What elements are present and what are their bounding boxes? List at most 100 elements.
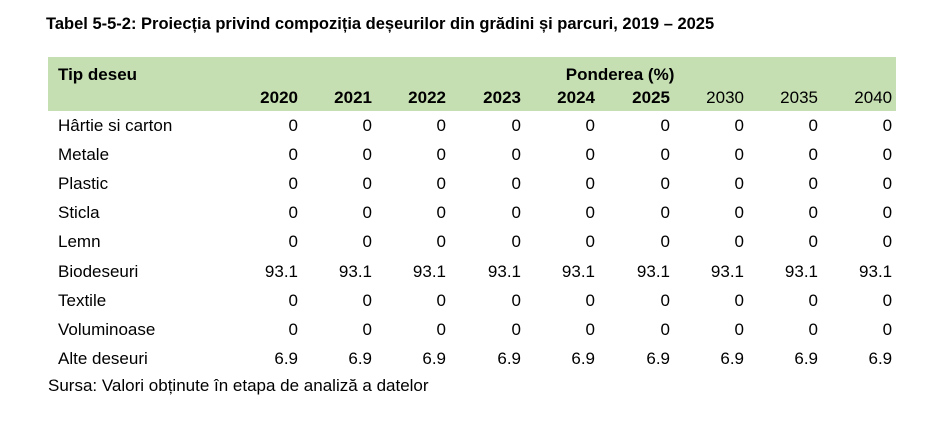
- table-cell: 0: [808, 319, 818, 339]
- table-cell: 6.9: [794, 349, 818, 369]
- table-cell: 0: [362, 290, 372, 310]
- table-cell: 0: [436, 290, 446, 310]
- year-header: 2040: [854, 88, 893, 107]
- table-row: Biodeseuri 93.1 93.1 93.1 93.1 93.1 93.1 93.1 93…: [48, 257, 896, 286]
- table-cell: 93.1: [338, 261, 372, 281]
- table-cell: 0: [734, 173, 744, 193]
- table-cell: 0: [511, 203, 521, 223]
- column-header-share: Ponderea (%): [565, 65, 675, 84]
- table-cell: 0: [734, 319, 744, 339]
- table-cell: 0: [734, 290, 744, 310]
- table-cell: 0: [660, 173, 670, 193]
- table-cell: 0: [660, 203, 670, 223]
- table-row: Metale 0 0 0 0 0 0 0 0 0: [48, 140, 896, 169]
- source-note: Sursa: Valori obținute în etapa de anali…: [48, 376, 429, 395]
- table-title: Tabel 5-5-2: Proiecția privind compoziți…: [46, 15, 715, 33]
- table-cell: 0: [660, 290, 670, 310]
- table-cell: 0: [288, 144, 298, 164]
- column-header-type: Tip deseu: [58, 65, 138, 84]
- table-cell: 0: [436, 144, 446, 164]
- year-header: 2035: [780, 88, 818, 107]
- table-cell: 0: [882, 290, 893, 310]
- table-cell: 0: [734, 232, 744, 252]
- table-cell: 0: [288, 173, 298, 193]
- table-cell: 0: [808, 173, 818, 193]
- table-cell: 0: [585, 319, 595, 339]
- table-cell: 93.1: [636, 261, 670, 281]
- row-label: Plastic: [58, 173, 109, 193]
- table-cell: 0: [362, 144, 372, 164]
- table-cell: 6.9: [868, 349, 893, 369]
- table-cell: 0: [436, 203, 446, 223]
- year-header: 2020: [260, 88, 298, 107]
- table-cell: 0: [288, 115, 298, 135]
- table-cell: 0: [585, 203, 595, 223]
- table-cell: 0: [511, 232, 521, 252]
- table-cell: 6.9: [274, 349, 298, 369]
- table-cell: 0: [808, 232, 818, 252]
- table-cell: 0: [511, 115, 521, 135]
- table-row: Textile 0 0 0 0 0 0 0 0 0: [48, 286, 896, 315]
- table-cell: 0: [511, 319, 521, 339]
- header-spacer: [48, 85, 224, 111]
- table-row: Plastic 0 0 0 0 0 0 0 0 0: [48, 169, 896, 198]
- table-cell: 93.1: [487, 261, 521, 281]
- table-cell: 0: [882, 203, 893, 223]
- year-header: 2022: [408, 88, 446, 107]
- row-label: Textile: [58, 290, 107, 310]
- table-cell: 0: [436, 173, 446, 193]
- table-cell: 0: [882, 232, 893, 252]
- table-row: Sticla 0 0 0 0 0 0 0 0 0: [48, 199, 896, 228]
- table-cell: 93.1: [784, 261, 818, 281]
- table-cell: 0: [660, 232, 670, 252]
- table-cell: 0: [585, 144, 595, 164]
- table-row: Lemn 0 0 0 0 0 0 0 0 0: [48, 228, 896, 257]
- table-cell: 93.1: [561, 261, 595, 281]
- table-cell: 0: [882, 144, 893, 164]
- year-header: 2024: [557, 88, 595, 107]
- year-header: 2021: [334, 88, 372, 107]
- table-cell: 0: [362, 115, 372, 135]
- year-header: 2023: [483, 88, 521, 107]
- table-cell: 0: [808, 115, 818, 135]
- row-label: Lemn: [58, 232, 101, 252]
- table-row: Hârtie si carton 0 0 0 0 0 0 0 0 0: [48, 111, 896, 140]
- table-cell: 0: [808, 144, 818, 164]
- table-row: Voluminoase 0 0 0 0 0 0 0 0 0: [48, 315, 896, 344]
- row-label: Voluminoase: [58, 319, 156, 339]
- table-cell: 0: [288, 319, 298, 339]
- table-cell: 0: [288, 232, 298, 252]
- table-cell: 0: [585, 232, 595, 252]
- row-label: Alte deseuri: [58, 349, 148, 369]
- header-row-top: Tip deseu Ponderea (%): [48, 57, 897, 85]
- waste-composition-table: Tip deseu Ponderea (%) 2020 2021 2022 20…: [48, 57, 897, 374]
- table-cell: 0: [660, 115, 670, 135]
- table-cell: 6.9: [646, 349, 670, 369]
- table-cell: 0: [511, 144, 521, 164]
- table-cell: 0: [362, 173, 372, 193]
- table-cell: 0: [362, 232, 372, 252]
- table-cell: 6.9: [348, 349, 372, 369]
- row-label: Sticla: [58, 203, 100, 223]
- row-label: Biodeseuri: [58, 261, 139, 281]
- table-cell: 6.9: [422, 349, 446, 369]
- table-cell: 6.9: [497, 349, 521, 369]
- table-cell: 0: [436, 115, 446, 135]
- table-cell: 0: [734, 144, 744, 164]
- table-cell: 0: [808, 290, 818, 310]
- table-row: Alte deseuri 6.9 6.9 6.9 6.9 6.9 6.9 6.9 6.9 6.9: [48, 345, 896, 374]
- row-label: Metale: [58, 144, 110, 164]
- table-cell: 93.1: [710, 261, 744, 281]
- table-cell: 0: [585, 173, 595, 193]
- year-header: 2025: [632, 88, 670, 107]
- table-cell: 0: [436, 319, 446, 339]
- table-cell: 93.1: [412, 261, 446, 281]
- table-cell: 0: [585, 115, 595, 135]
- table-cell: 93.1: [264, 261, 298, 281]
- table-cell: 0: [734, 115, 744, 135]
- table-cell: 0: [362, 203, 372, 223]
- table-cell: 0: [288, 203, 298, 223]
- table-cell: 93.1: [859, 261, 893, 281]
- row-label: Hârtie si carton: [58, 115, 173, 135]
- table-cell: 0: [362, 319, 372, 339]
